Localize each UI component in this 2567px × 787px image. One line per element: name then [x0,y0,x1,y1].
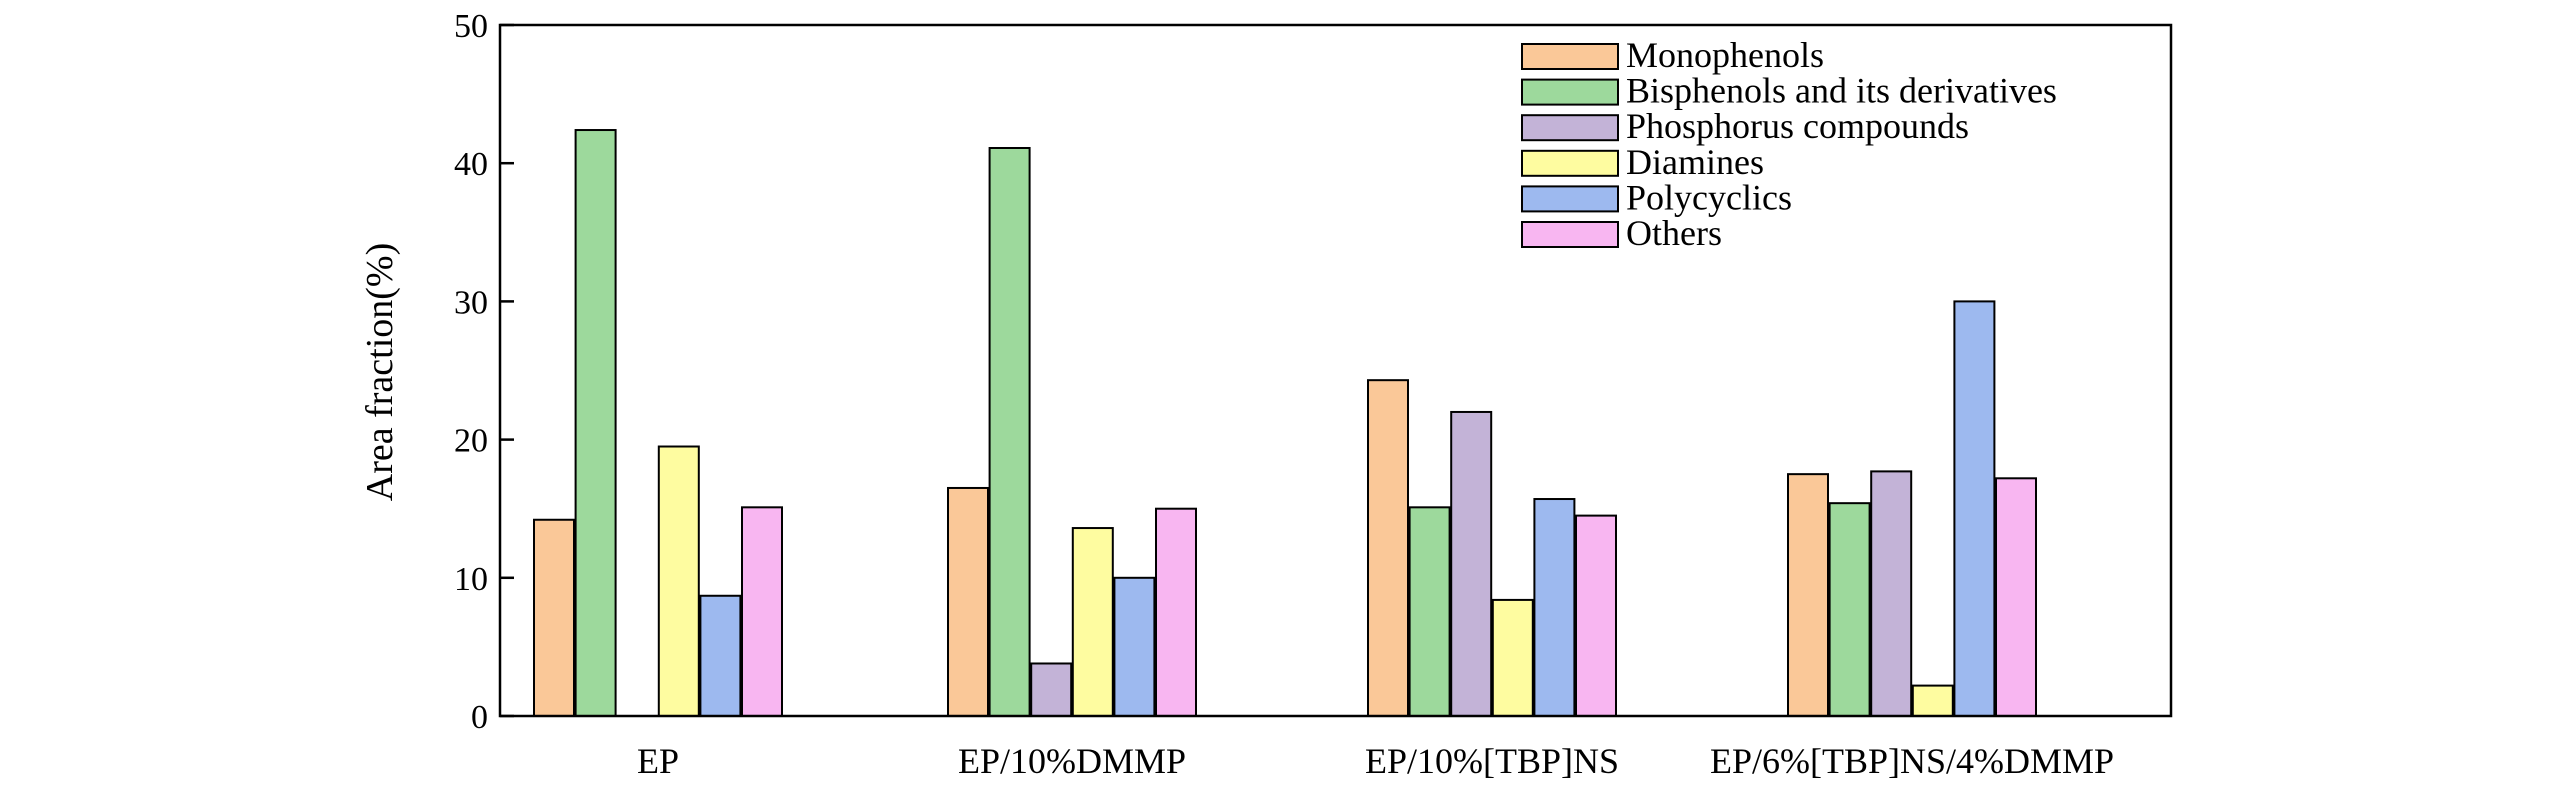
y-tick-label: 0 [471,699,488,736]
legend-label: Diamines [1626,142,1764,182]
bar-polycyclics [1953,300,1996,717]
bar-bisphenols-and-its-derivatives [574,129,617,718]
legend-label: Phosphorus compounds [1626,106,1969,146]
bar-phosphorus-compounds [1450,410,1493,717]
x-category-label: EP/6%[TBP]NS/4%DMMP [1710,741,2114,781]
bar-others [1155,507,1197,718]
y-axis-title: Area fraction(%) [359,243,401,501]
legend-label: Bisphenols and its derivatives [1626,71,2057,111]
bar-phosphorus-compounds [1030,662,1073,718]
y-tick-label: 30 [454,284,488,321]
bar-polycyclics [699,594,742,717]
y-tick-label: 20 [454,423,488,460]
bar-bisphenols-and-its-derivatives [988,146,1031,718]
legend-label: Polycyclics [1626,177,1792,217]
bar-diamines [1911,684,1954,718]
bar-monophenols [533,518,575,717]
x-category-label: EP/10%[TBP]NS [1365,741,1619,781]
bar-others [1995,477,2037,717]
y-tick-label: 40 [454,146,488,183]
legend-swatch [1521,78,1619,106]
legend-label: Others [1626,213,1722,253]
bar-polycyclics [1113,576,1156,717]
bar-others [1575,514,1617,717]
x-category-label: EP [637,741,679,781]
legend-swatch [1521,185,1619,213]
bar-bisphenols-and-its-derivatives [1408,506,1451,717]
legend-swatch [1521,43,1619,70]
x-category-label: EP/10%DMMP [958,741,1186,781]
bar-diamines [1491,598,1534,717]
legend-swatch [1521,114,1619,142]
plot-frame [498,23,2173,718]
bar-bisphenols-and-its-derivatives [1828,502,1871,717]
legend-swatch [1521,221,1619,248]
bar-monophenols [947,486,989,717]
bar-monophenols [1367,379,1409,717]
bar-diamines [1071,527,1114,717]
y-tick-label: 10 [454,561,488,598]
bar-polycyclics [1533,498,1576,717]
bar-others [741,506,783,717]
bar-phosphorus-compounds [1870,470,1913,717]
bar-monophenols [1787,473,1829,717]
legend-swatch [1521,149,1619,177]
bar-diamines [657,445,700,717]
legend-label: Monophenols [1626,35,1824,75]
y-tick-label: 50 [454,8,488,45]
